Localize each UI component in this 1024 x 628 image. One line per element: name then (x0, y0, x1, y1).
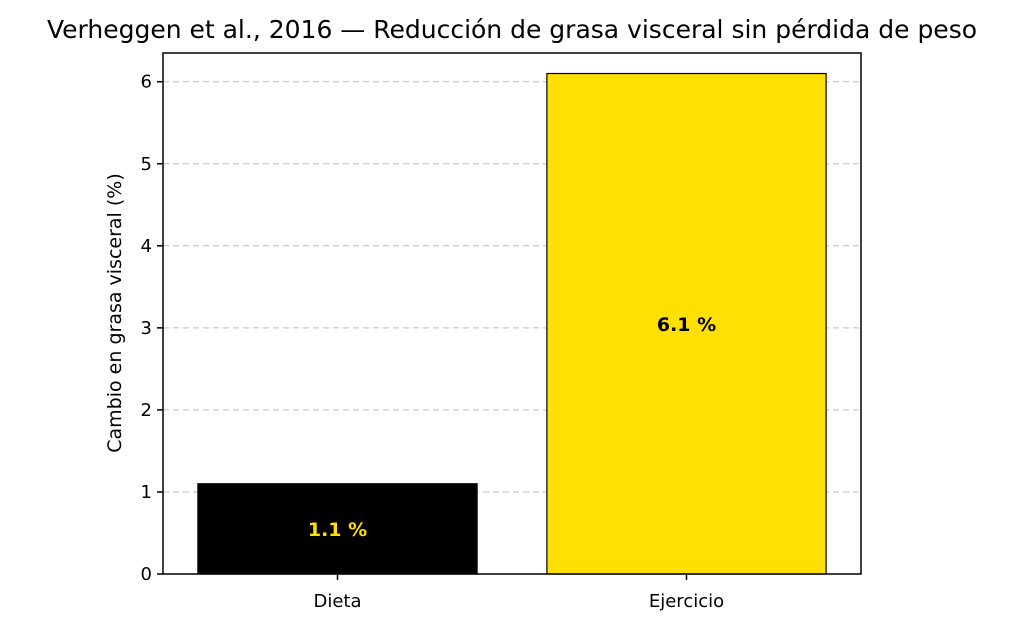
bar-ejercicio (546, 72, 827, 575)
plot-frame (162, 52, 862, 575)
bar-layer (197, 72, 827, 575)
y-tick-label: 1 (141, 482, 152, 503)
y-axis-label: Cambio en grasa visceral (%) (104, 173, 126, 453)
y-tick-label: 3 (141, 318, 152, 339)
y-tick-label: 2 (141, 400, 152, 421)
y-axis: 0 1 2 3 4 5 6 (141, 72, 163, 585)
x-tick-label: Dieta (313, 591, 361, 612)
y-tick-label: 0 (141, 564, 152, 585)
y-tick-label: 4 (141, 236, 152, 257)
y-tick-label: 5 (141, 154, 152, 175)
bar-value-label: 1.1 % (308, 519, 367, 541)
x-axis: Dieta Ejercicio (313, 574, 724, 612)
x-tick-label: Ejercicio (649, 591, 724, 612)
bar-value-label: 6.1 % (657, 314, 716, 336)
y-tick-label: 6 (141, 72, 152, 93)
chart-title: Verheggen et al., 2016 — Reducción de gr… (47, 15, 977, 44)
bar-label-layer: 1.1 % 6.1 % (308, 314, 716, 541)
bar-dieta (197, 483, 478, 575)
